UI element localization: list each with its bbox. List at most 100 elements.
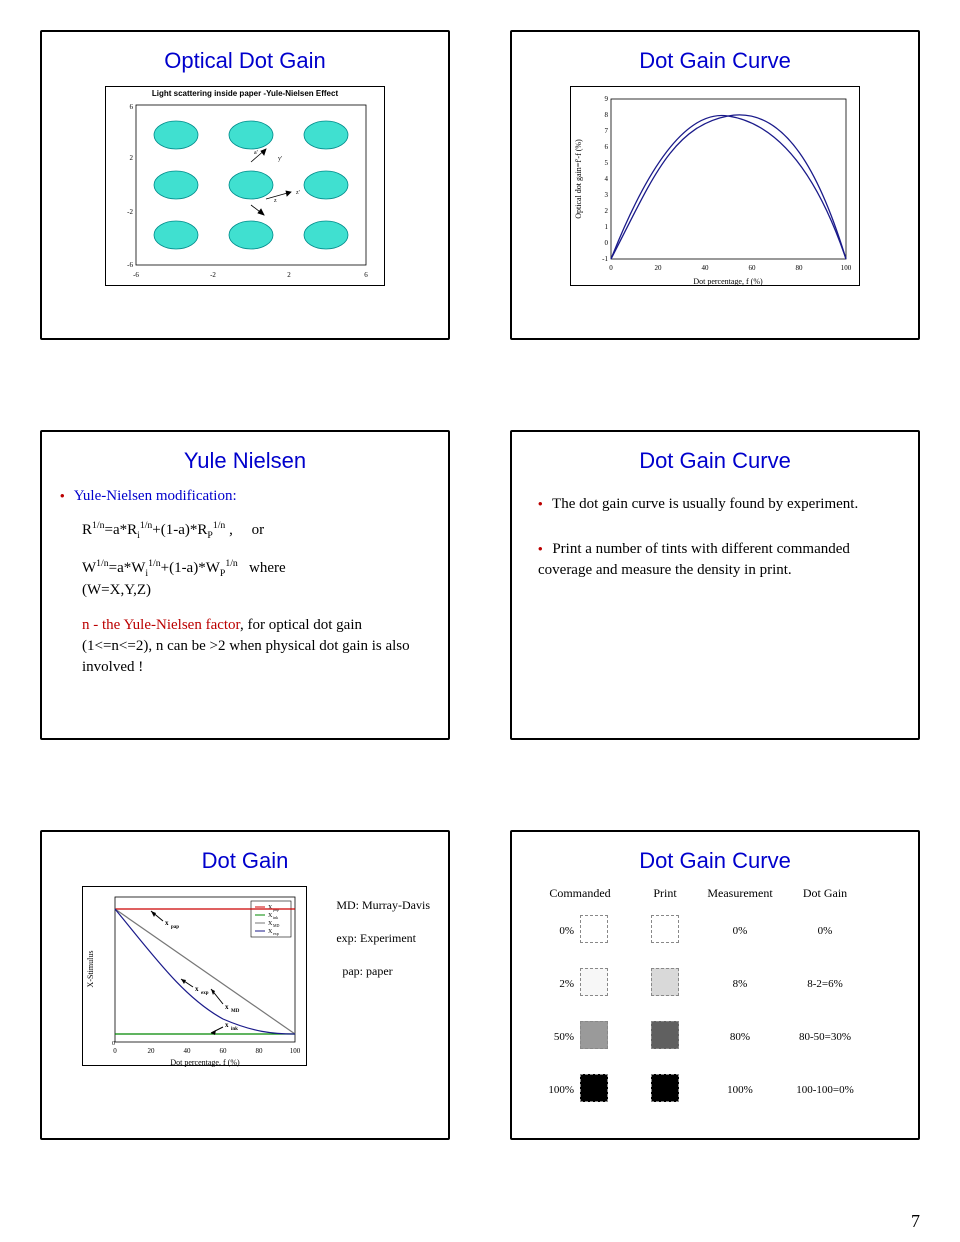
svg-text:x: x xyxy=(225,1021,229,1029)
svg-text:exp: exp xyxy=(201,991,209,996)
equation-1: R1/n=a*Ri1/n+(1-a)*RP1/n , or xyxy=(82,519,430,543)
meas-label: 0% xyxy=(700,925,780,937)
svg-text:80: 80 xyxy=(255,1047,263,1055)
svg-text:exp: exp xyxy=(273,931,279,936)
svg-text:9: 9 xyxy=(605,95,609,103)
table-row: 2% 8%8-2=6% xyxy=(530,968,900,999)
legend-item: pap: paper xyxy=(342,964,430,979)
print-swatch xyxy=(630,1074,700,1105)
legend-val: Murray-Davis xyxy=(362,898,430,912)
cmd-label: 0% xyxy=(530,925,580,937)
bullet-icon: • xyxy=(538,541,543,556)
gain-label: 0% xyxy=(780,925,870,937)
gain-label: 8-2=6% xyxy=(780,978,870,990)
svg-text:8: 8 xyxy=(605,111,609,119)
slide-dot-gain-stimulus: Dot Gain Xpap Xink XMD Xexp xyxy=(40,830,450,1140)
meas-label: 8% xyxy=(700,978,780,990)
note-prefix: n - the Yule-Nielsen factor xyxy=(82,617,240,633)
slide-optical-dot-gain: Optical Dot Gain Light scattering inside… xyxy=(40,30,450,340)
table-row: 0%0%0% xyxy=(530,915,900,946)
legend-item: exp: Experiment xyxy=(336,931,430,946)
table-row: 100%100%100-100=0% xyxy=(530,1074,900,1105)
svg-text:60: 60 xyxy=(749,264,757,272)
legend-key: exp: xyxy=(336,931,357,945)
svg-text:Optical dot gain=f'-f (%): Optical dot gain=f'-f (%) xyxy=(574,139,583,219)
svg-text:6: 6 xyxy=(364,271,368,279)
svg-text:6: 6 xyxy=(130,103,134,111)
bullet-text: Yule-Nielsen modification: xyxy=(74,488,237,504)
print-swatch xyxy=(630,1021,700,1052)
svg-text:ink: ink xyxy=(231,1027,238,1032)
svg-text:60: 60 xyxy=(219,1047,227,1055)
table-header-row: Commanded Print Measurement Dot Gain xyxy=(530,886,900,901)
table-row: 50%80%80-50=30% xyxy=(530,1021,900,1052)
gain-label: 80-50=30% xyxy=(780,1031,870,1043)
page-number: 7 xyxy=(911,1211,920,1232)
slide-yule-nielsen: Yule Nielsen • Yule-Nielsen modification… xyxy=(40,430,450,740)
svg-text:-1: -1 xyxy=(602,255,608,263)
svg-text:x: x xyxy=(225,1003,229,1011)
svg-text:20: 20 xyxy=(655,264,663,272)
slide-title: Dot Gain xyxy=(60,848,430,874)
svg-text:100: 100 xyxy=(289,1047,300,1055)
svg-text:-2: -2 xyxy=(210,271,216,279)
svg-text:2: 2 xyxy=(605,207,609,215)
svg-text:5: 5 xyxy=(605,159,609,167)
slide-dot-gain-curve-1: Dot Gain Curve 02040 6080100 -101 234 56… xyxy=(510,30,920,340)
bullet-2: • Print a number of tints with different… xyxy=(538,539,892,581)
svg-text:ink: ink xyxy=(273,915,278,920)
cmd-label: 100% xyxy=(530,1084,580,1096)
cmd-label: 50% xyxy=(530,1031,580,1043)
meas-label: 100% xyxy=(700,1084,780,1096)
chart-subtitle: Light scattering inside paper -Yule-Niel… xyxy=(106,89,384,98)
svg-text:40: 40 xyxy=(183,1047,191,1055)
bullet-1: • The dot gain curve is usually found by… xyxy=(538,494,892,515)
slide-dot-gain-curve-2: Dot Gain Curve • The dot gain curve is u… xyxy=(510,430,920,740)
legend-key: MD: xyxy=(336,898,359,912)
slide-title: Yule Nielsen xyxy=(60,448,430,474)
svg-text:a': a' xyxy=(254,150,258,156)
legend-list: MD: Murray-Davis exp: Experiment pap: pa… xyxy=(336,886,430,1066)
slide-title: Dot Gain Curve xyxy=(530,48,900,74)
cmd-swatch xyxy=(580,968,630,999)
cmd-swatch xyxy=(580,915,630,946)
svg-text:7: 7 xyxy=(605,127,609,135)
bullet-icon: • xyxy=(60,488,65,503)
svg-text:X-Stimulus: X-Stimulus xyxy=(86,951,95,988)
cmd-label: 2% xyxy=(530,978,580,990)
svg-text:x: x xyxy=(195,985,199,993)
print-swatch xyxy=(630,968,700,999)
print-swatch xyxy=(630,915,700,946)
svg-text:-2: -2 xyxy=(127,208,133,216)
legend-val: paper xyxy=(366,964,393,978)
header-cell: Print xyxy=(630,886,700,901)
equation-2-sub: (W=X,Y,Z) xyxy=(82,580,430,601)
bullet-text: The dot gain curve is usually found by e… xyxy=(552,496,858,512)
svg-text:20: 20 xyxy=(147,1047,155,1055)
bullet-icon: • xyxy=(538,496,543,511)
cmd-swatch xyxy=(580,1074,630,1105)
slide-title: Optical Dot Gain xyxy=(60,48,430,74)
svg-text:4: 4 xyxy=(605,175,609,183)
svg-text:80: 80 xyxy=(796,264,804,272)
scatter-diagram: Light scattering inside paper -Yule-Niel… xyxy=(105,86,385,286)
stimulus-svg: Xpap Xink XMD Xexp xyxy=(83,887,308,1067)
stimulus-chart: Xpap Xink XMD Xexp xyxy=(82,886,307,1066)
gain-label: 100-100=0% xyxy=(780,1084,870,1096)
curve-chart: 02040 6080100 -101 234 567 89 Dot percen… xyxy=(570,86,860,286)
header-cell: Measurement xyxy=(700,886,780,901)
svg-text:0: 0 xyxy=(113,1047,117,1055)
svg-text:Dot percentage, f (%): Dot percentage, f (%) xyxy=(170,1058,240,1067)
svg-text:z: z xyxy=(274,198,277,204)
svg-text:MD: MD xyxy=(273,923,280,928)
note: n - the Yule-Nielsen factor, for optical… xyxy=(82,615,430,678)
svg-text:y': y' xyxy=(278,156,282,162)
svg-text:x: x xyxy=(165,919,169,927)
bullet-row: • Yule-Nielsen modification: xyxy=(60,486,430,507)
slide-title: Dot Gain Curve xyxy=(530,848,900,874)
svg-text:1: 1 xyxy=(605,223,609,231)
cmd-swatch xyxy=(580,1021,630,1052)
legend-key: pap: xyxy=(342,964,363,978)
svg-text:2: 2 xyxy=(287,271,291,279)
svg-text:3: 3 xyxy=(605,191,609,199)
